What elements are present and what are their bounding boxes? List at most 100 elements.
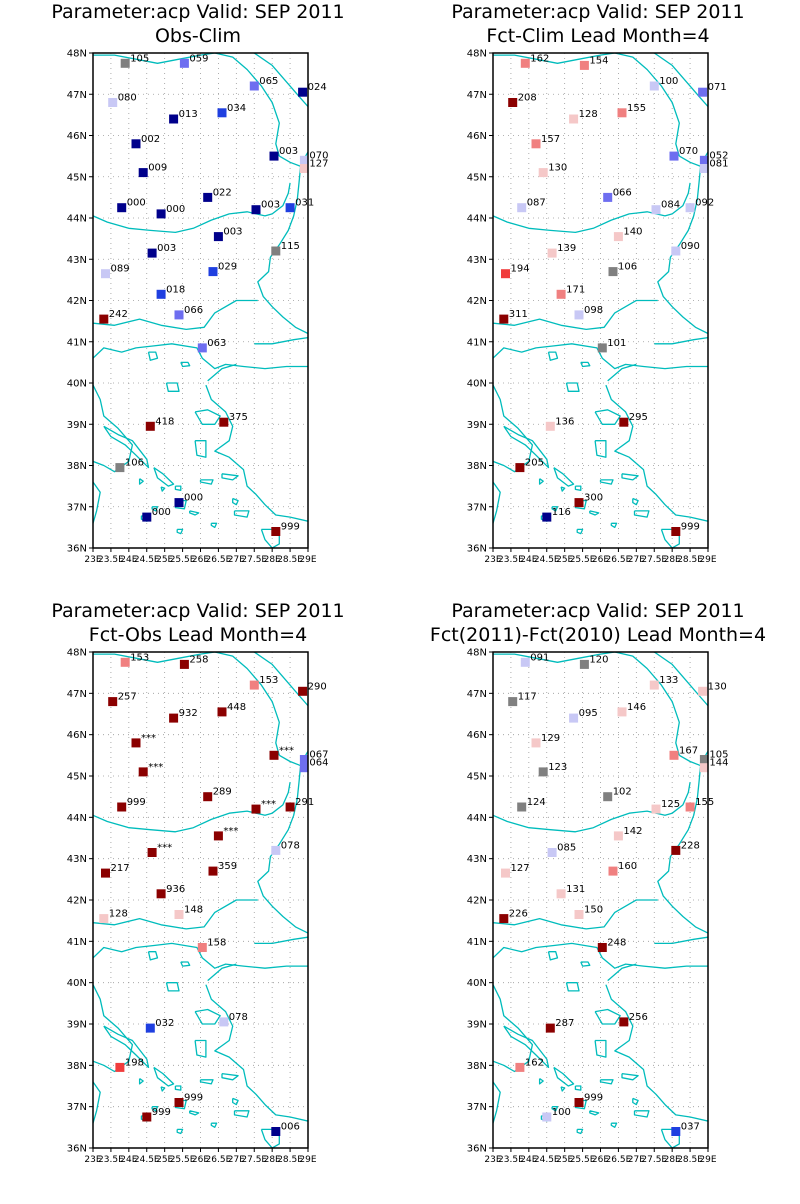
lat-tick-label: 46N <box>67 131 87 142</box>
station-marker <box>101 269 110 279</box>
station-marker <box>671 845 681 855</box>
station-marker <box>542 512 552 522</box>
coastline <box>214 53 280 157</box>
station-value-label: 999 <box>584 1093 603 1104</box>
station-marker <box>169 114 179 124</box>
station-marker <box>197 943 207 952</box>
lon-tick-label: 25E <box>556 555 573 565</box>
lat-tick-label: 47N <box>67 689 87 700</box>
station-marker <box>517 802 527 812</box>
coastline <box>493 899 658 930</box>
coastline <box>207 363 237 382</box>
station-marker <box>597 943 607 952</box>
station-marker <box>145 421 155 431</box>
lat-tick-label: 48N <box>67 49 87 60</box>
coastline <box>580 361 591 368</box>
station-marker <box>115 463 125 473</box>
map-frame <box>92 651 309 1149</box>
coastline <box>151 506 159 512</box>
lon-tick-label: 24.5E <box>134 1155 160 1165</box>
station-marker <box>619 1017 629 1027</box>
coastline <box>174 485 182 491</box>
station-marker <box>520 58 530 68</box>
lon-tick-label: 29E <box>699 1155 716 1165</box>
map-panel-4: Parameter:acp Valid: SEP 2011Fct(2011)-F… <box>430 600 766 1165</box>
lat-tick-label: 40N <box>467 978 487 989</box>
coastline <box>607 363 637 382</box>
coastline <box>189 1110 200 1116</box>
station-value-label: 037 <box>681 1122 700 1133</box>
coastline <box>610 1122 618 1128</box>
station-marker <box>508 697 518 707</box>
lat-tick-label: 37N <box>67 502 87 513</box>
lon-tick-label: 26.5E <box>606 555 632 565</box>
lon-tick-label: 29E <box>299 555 316 565</box>
station-value-label: 087 <box>527 198 546 209</box>
station-value-label: 295 <box>629 412 648 423</box>
coastline <box>176 1128 184 1135</box>
station-value-label: 999 <box>681 522 700 533</box>
station-marker <box>208 866 218 876</box>
station-value-label: 064 <box>309 758 328 769</box>
lat-tick-label: 38N <box>67 461 87 472</box>
coastline <box>654 336 708 345</box>
coastline <box>93 782 291 833</box>
lon-tick-label: 26E <box>192 1155 209 1165</box>
lon-tick-label: 24E <box>520 1155 537 1165</box>
lon-tick-label: 24.5E <box>134 555 160 565</box>
station-marker <box>138 767 148 777</box>
coastline <box>594 1008 621 1025</box>
station-value-label: 999 <box>152 1107 171 1118</box>
station-value-label: 018 <box>166 284 185 295</box>
map-area <box>93 652 308 1148</box>
coastline <box>657 151 708 335</box>
station-value-label: 105 <box>709 750 728 761</box>
station-value-label: 000 <box>127 198 146 209</box>
station-value-label: 171 <box>566 284 585 295</box>
station-value-label: 217 <box>111 863 130 874</box>
coastline <box>93 652 215 663</box>
station-marker <box>101 868 110 878</box>
panel-subtitle: Obs-Clim <box>155 25 241 47</box>
station-value-label: 162 <box>530 53 549 64</box>
station-marker <box>108 98 118 107</box>
station-value-label: 078 <box>229 1012 248 1023</box>
coastline <box>153 467 175 487</box>
station-value-label: 133 <box>659 675 678 686</box>
station-value-label: 226 <box>509 909 528 920</box>
station-marker <box>531 738 541 748</box>
coastline <box>254 936 308 945</box>
station-value-label: 116 <box>552 507 571 518</box>
lat-tick-label: 48N <box>67 648 87 659</box>
station-marker <box>213 232 223 242</box>
station-value-label: 150 <box>584 905 603 916</box>
station-value-label: 157 <box>541 134 560 145</box>
lat-tick-label: 47N <box>67 90 87 101</box>
lon-tick-label: 28E <box>664 1155 681 1165</box>
map-area <box>93 53 308 548</box>
coastline <box>621 1072 639 1081</box>
lat-tick-label: 42N <box>467 296 487 307</box>
station-value-label: 142 <box>623 826 642 837</box>
station-marker <box>120 657 130 667</box>
station-value-label: 936 <box>166 884 185 895</box>
station-marker <box>285 802 295 812</box>
coastline <box>93 481 101 524</box>
lat-tick-label: 44N <box>67 813 87 824</box>
station-value-label: 095 <box>579 708 598 719</box>
lat-tick-label: 41N <box>67 337 87 348</box>
lat-tick-label: 47N <box>467 90 487 101</box>
coastline <box>93 942 308 969</box>
coastline <box>147 951 159 961</box>
lon-tick-label: 25.5E <box>570 1155 596 1165</box>
station-value-label: 167 <box>679 745 698 756</box>
map-area <box>493 652 708 1148</box>
station-marker <box>579 60 589 70</box>
lat-tick-label: 41N <box>467 337 487 348</box>
lon-tick-label: 25.5E <box>570 555 596 565</box>
coastline <box>93 384 134 473</box>
coastline <box>232 1097 239 1106</box>
station-value-label: 002 <box>141 134 160 145</box>
